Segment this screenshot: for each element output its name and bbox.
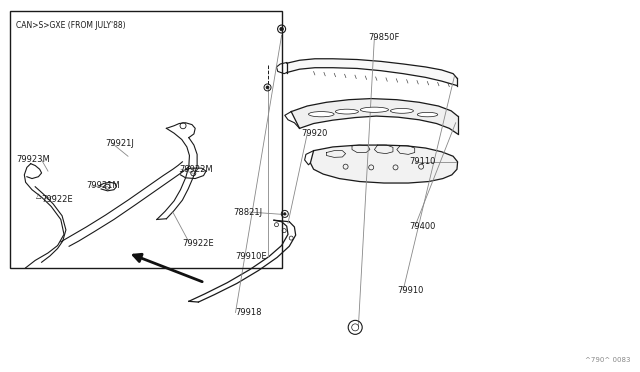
Circle shape xyxy=(266,86,269,89)
Text: 79923M: 79923M xyxy=(16,155,50,164)
Ellipse shape xyxy=(360,107,388,112)
Text: 79850F: 79850F xyxy=(368,33,399,42)
Text: 79921J: 79921J xyxy=(106,139,134,148)
Text: 79922M: 79922M xyxy=(179,165,213,174)
Text: 79920: 79920 xyxy=(301,129,327,138)
Text: 79910: 79910 xyxy=(397,286,423,295)
Circle shape xyxy=(280,27,284,31)
Text: 79918: 79918 xyxy=(236,308,262,317)
Ellipse shape xyxy=(417,112,438,117)
Text: CAN>S>GXE (FROM JULY'88): CAN>S>GXE (FROM JULY'88) xyxy=(15,21,125,30)
Bar xyxy=(10,11,282,268)
Text: 78821J: 78821J xyxy=(234,208,263,217)
Ellipse shape xyxy=(390,108,413,113)
Text: 79922E: 79922E xyxy=(182,239,214,248)
Text: ^790^ 0083: ^790^ 0083 xyxy=(585,357,630,363)
Ellipse shape xyxy=(335,109,358,114)
Text: △: △ xyxy=(36,193,41,199)
Text: 79400: 79400 xyxy=(410,222,436,231)
Polygon shape xyxy=(310,145,458,183)
Text: 79910E: 79910E xyxy=(236,252,267,261)
Text: 79922E: 79922E xyxy=(42,195,73,203)
Text: 79110: 79110 xyxy=(410,157,436,166)
Polygon shape xyxy=(287,59,457,86)
Circle shape xyxy=(284,213,286,215)
Ellipse shape xyxy=(308,112,334,117)
Polygon shape xyxy=(291,99,458,134)
Text: 79921M: 79921M xyxy=(86,182,120,190)
